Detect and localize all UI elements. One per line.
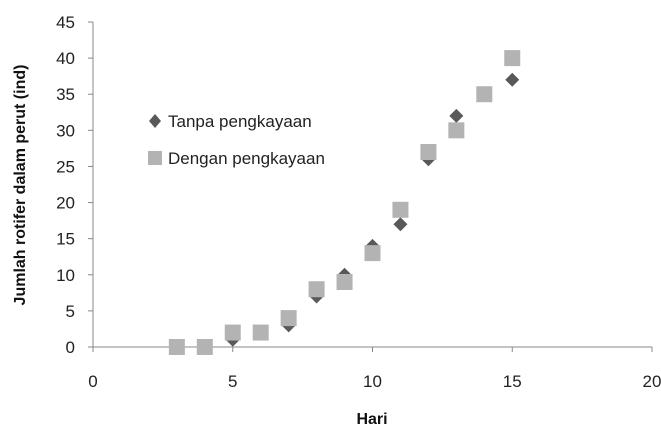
y-tick-label: 25 <box>56 157 75 176</box>
legend-label-tanpa: Tanpa pengkayaan <box>168 112 312 131</box>
y-tick-label: 30 <box>56 121 75 140</box>
x-tick-label: 10 <box>363 372 382 391</box>
legend-marker-diamond <box>149 114 161 128</box>
data-point-square <box>504 50 521 67</box>
data-point-square <box>448 122 465 139</box>
data-point-square <box>280 310 297 327</box>
x-tick-label: 5 <box>228 372 237 391</box>
x-ticks: 0 5 10 15 20 <box>88 347 661 391</box>
data-point-square <box>476 86 493 103</box>
y-axis-title: Jumlah rotifer dalam perut (ind) <box>12 65 29 306</box>
data-point-square <box>336 274 353 290</box>
y-tick-label: 35 <box>56 85 75 104</box>
y-tick-label: 40 <box>56 49 75 68</box>
x-tick-label: 0 <box>88 372 97 391</box>
legend-marker-square <box>148 151 162 165</box>
data-point-square <box>420 144 437 160</box>
data-point-square <box>196 339 213 355</box>
y-tick-label: 45 <box>56 13 75 32</box>
x-tick-label: 20 <box>643 372 661 391</box>
legend: Tanpa pengkayaan Dengan pengkayaan <box>148 112 325 168</box>
y-tick-label: 20 <box>56 194 75 213</box>
y-tick-label: 10 <box>56 266 75 285</box>
data-point-square <box>364 245 381 262</box>
x-axis-title: Hari <box>356 411 387 428</box>
data-point-square <box>308 281 325 298</box>
data-point-square <box>392 201 409 218</box>
data-point-square <box>168 339 185 355</box>
plot-area: 0 5 10 15 20 25 30 35 40 45 0 5 10 15 20 <box>56 13 661 391</box>
y-tick-label: 0 <box>66 338 75 357</box>
data-point-square <box>224 324 241 341</box>
data-points <box>168 50 521 355</box>
y-tick-label: 5 <box>66 302 75 321</box>
x-tick-label: 15 <box>503 372 522 391</box>
data-point-diamond <box>449 108 464 123</box>
legend-label-dengan: Dengan pengkayaan <box>168 149 325 168</box>
data-point-diamond <box>393 217 408 232</box>
data-point-square <box>252 324 269 341</box>
y-tick-label: 15 <box>56 230 75 249</box>
y-ticks: 0 5 10 15 20 25 30 35 40 45 <box>56 13 93 357</box>
data-point-diamond <box>505 72 520 87</box>
